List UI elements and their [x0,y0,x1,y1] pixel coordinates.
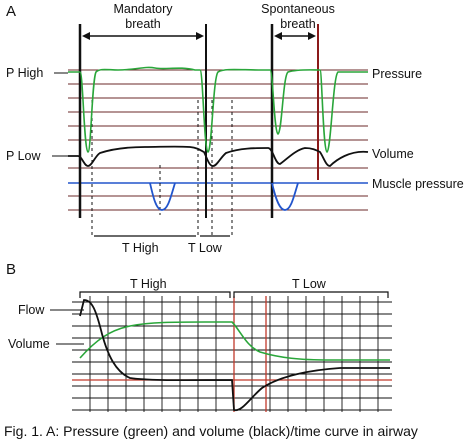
panel-a-letter: A [6,3,16,20]
arrowhead-left [274,32,282,40]
p-high-label: P High [6,66,43,80]
t-high-brace [79,291,231,298]
spontaneous-label-line1: Spontaneous [261,2,335,16]
mandatory-label-line1: Mandatory [113,2,173,16]
mandatory-label-line2: breath [125,17,160,31]
volume-curve-b [79,321,390,361]
arrowhead-left [82,32,90,40]
panel-a-grid [68,69,368,211]
pressure-curve [68,66,368,153]
p-low-label: P Low [6,149,41,163]
panel-a: A [6,2,464,255]
arrowhead-right [196,32,204,40]
flow-label: Flow [18,303,45,317]
volume-label: Volume [372,147,414,161]
panel-b-vertical-grid [89,296,379,412]
muscle-pressure-curve [271,182,299,211]
pressure-label: Pressure [372,67,422,81]
volume-label-b: Volume [8,337,50,351]
breath-markers [78,24,319,236]
volume-curve [68,145,369,167]
muscle-pressure-curve [149,182,176,211]
panel-b-letter: B [6,261,16,278]
t-low-label-a: T Low [188,241,223,255]
spontaneous-label-line2: breath [280,17,315,31]
figure-caption: Fig. 1. A: Pressure (green) and volume (… [4,423,418,439]
panel-b: B [6,261,392,412]
muscle-pressure-label: Muscle pressure [372,177,464,191]
panel-b-grid [72,301,392,411]
t-brace [79,291,389,298]
t-high-label-a: T High [122,241,159,255]
t-low-label-b: T Low [292,277,327,291]
t-low-brace [233,291,389,298]
flow-curve [79,299,390,411]
arrowhead-right [308,32,316,40]
t-high-label-b: T High [130,277,167,291]
